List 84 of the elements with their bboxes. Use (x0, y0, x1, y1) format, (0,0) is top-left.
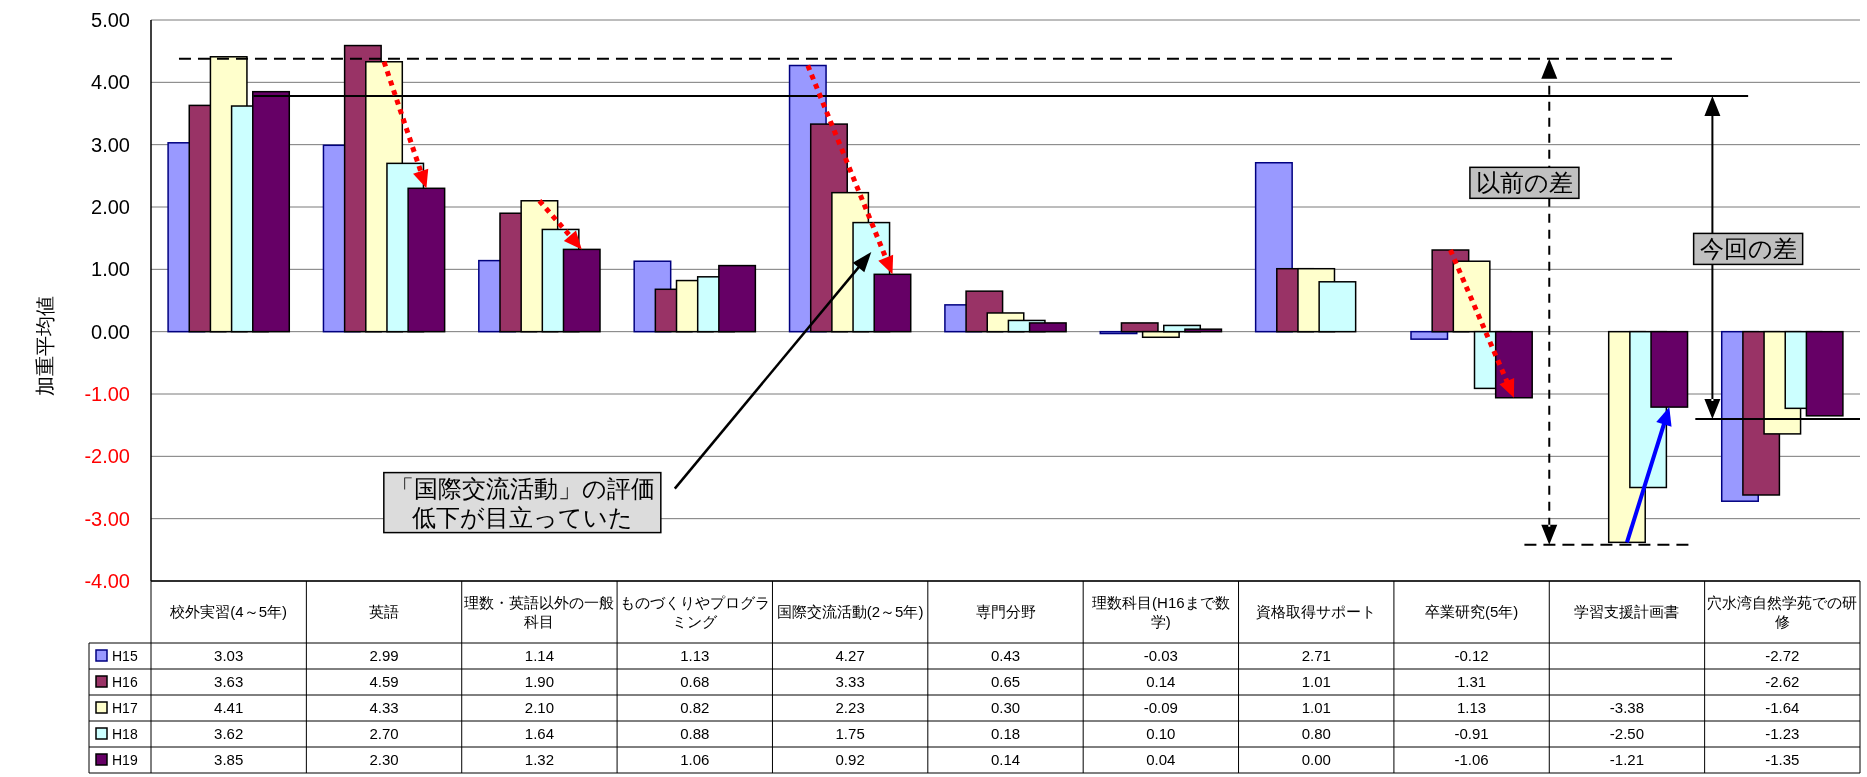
data-label: -1.64 (1765, 699, 1800, 716)
data-label: 3.63 (214, 673, 244, 690)
y-tick-label: -2.00 (84, 445, 130, 468)
data-label: -0.12 (1454, 647, 1489, 664)
data-label: 4.41 (214, 699, 244, 716)
data-label: 0.68 (680, 673, 710, 690)
data-label: 1.01 (1301, 699, 1331, 716)
data-label: 1.32 (524, 751, 555, 768)
y-tick-label: 4.00 (91, 71, 130, 94)
legend-label: H15 (112, 648, 138, 664)
y-tick-label: 5.00 (91, 9, 130, 31)
data-label: 0.43 (990, 647, 1021, 664)
data-label: -1.21 (1609, 751, 1645, 768)
data-label: 4.27 (835, 647, 865, 664)
data-label: 2.71 (1301, 647, 1331, 664)
data-label: 0.82 (680, 699, 710, 716)
x-tick-label: 専門分野 (975, 603, 1036, 621)
annotation: 今回の差 (1699, 235, 1797, 263)
data-label: -1.35 (1765, 751, 1800, 768)
data-label: -2.72 (1765, 647, 1800, 664)
data-label: 1.01 (1301, 673, 1331, 690)
x-tick-label: 理数・英語以外の一般科目 (464, 593, 615, 630)
data-label: -1.23 (1765, 725, 1800, 742)
data-label: 0.14 (990, 751, 1021, 768)
data-label: -2.50 (1609, 725, 1645, 742)
annotation: 「国際交流活動」の評価低下が目立っていた (389, 474, 655, 531)
data-label: 4.59 (369, 673, 399, 690)
y-axis-title: 加重平均値 (34, 296, 56, 396)
data-label: 0.18 (990, 725, 1021, 742)
data-label: 1.90 (524, 673, 555, 690)
data-label: -0.91 (1454, 725, 1489, 742)
data-label: 1.64 (524, 725, 555, 742)
data-label: 1.31 (1456, 673, 1487, 690)
data-label: 2.70 (369, 725, 399, 742)
y-tick-label: 0.00 (91, 320, 130, 343)
data-label: 1.14 (524, 647, 555, 664)
data-label: 1.13 (680, 647, 710, 664)
y-tick-label: 1.00 (91, 258, 130, 281)
data-label: 0.00 (1301, 751, 1331, 768)
data-label: 2.10 (524, 699, 555, 716)
x-tick-label: 校外実習(4～5年) (169, 603, 288, 621)
legend-label: H19 (112, 752, 138, 768)
data-label: -1.06 (1454, 751, 1489, 768)
data-label: 1.75 (835, 725, 865, 742)
data-label: 3.62 (214, 725, 244, 742)
legend-label: H18 (112, 726, 138, 742)
data-label: -0.03 (1143, 647, 1178, 664)
x-tick-label: 理数科目(H16まで数学) (1092, 593, 1230, 630)
x-tick-label: ものづくりやプログラミング (619, 593, 770, 630)
y-tick-label: -3.00 (84, 507, 130, 530)
x-tick-label: 資格取得サポート (1256, 603, 1377, 621)
data-label: 4.33 (369, 699, 399, 716)
annotation: 以前の差 (1475, 169, 1573, 197)
x-tick-label: 国際交流活動(2～5年) (776, 603, 924, 621)
y-tick-label: -1.00 (84, 383, 130, 405)
legend-label: H17 (112, 700, 138, 716)
bar (1410, 330, 1449, 340)
data-label: -0.09 (1143, 699, 1178, 716)
data-label: 1.13 (1456, 699, 1487, 716)
data-label: 1.06 (680, 751, 710, 768)
data-label: 3.85 (214, 751, 244, 768)
x-tick-label: 穴水湾自然学苑での研修 (1707, 593, 1858, 630)
data-label: 0.30 (990, 699, 1021, 716)
data-label: 3.03 (214, 647, 244, 664)
x-tick-label: 英語 (369, 603, 400, 621)
legend-label: H16 (112, 674, 138, 690)
data-label: -2.62 (1765, 673, 1800, 690)
data-label: 2.30 (369, 751, 399, 768)
y-tick-label: 2.00 (91, 196, 130, 218)
data-label: 0.14 (1146, 673, 1176, 690)
data-label: 0.88 (680, 725, 710, 742)
x-tick-label: 卒業研究(5年) (1424, 603, 1519, 621)
data-label: 3.33 (835, 673, 865, 690)
data-label: 0.80 (1301, 725, 1331, 742)
data-label: 2.23 (835, 699, 865, 716)
data-label: 2.99 (369, 647, 399, 664)
data-label: 0.92 (835, 751, 865, 768)
y-tick-label: -4.00 (84, 570, 130, 592)
data-label: -3.38 (1609, 699, 1645, 716)
data-label: 0.10 (1146, 725, 1176, 742)
x-tick-label: 学習支援計画書 (1574, 603, 1680, 621)
data-label: 0.04 (1146, 751, 1176, 768)
y-tick-label: 3.00 (91, 133, 130, 156)
data-label: 0.65 (990, 673, 1021, 690)
